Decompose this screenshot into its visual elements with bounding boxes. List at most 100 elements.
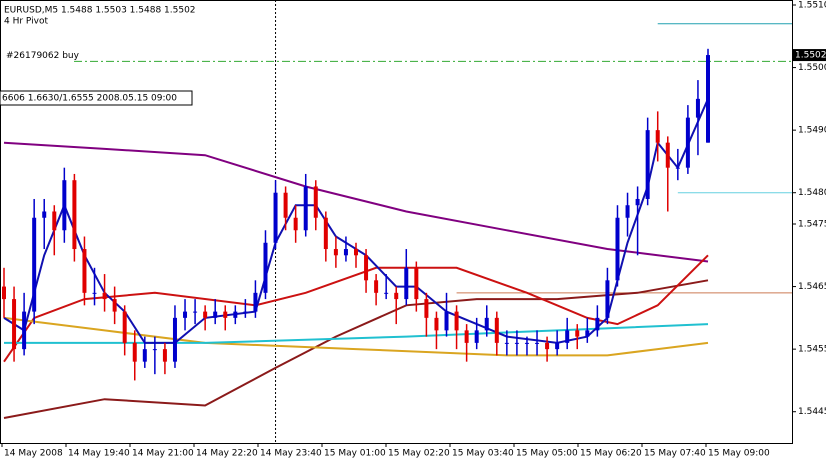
candle-body	[303, 186, 308, 231]
candle-body	[555, 342, 560, 350]
y-tick-label: 1.5490	[798, 126, 826, 136]
candle-body	[384, 292, 389, 294]
candle-body	[183, 311, 188, 318]
price-box-label: 1.5502	[795, 51, 826, 61]
candle-body	[2, 286, 6, 300]
candle-body	[323, 217, 328, 250]
candle-body	[172, 317, 177, 362]
candle-body	[575, 330, 580, 337]
y-tick-label: 1.5500	[798, 63, 826, 73]
candle-body	[494, 317, 499, 343]
y-tick-label: 1.5465	[798, 282, 826, 292]
candle-body	[92, 292, 97, 294]
y-tick-label: 1.5445	[798, 407, 826, 417]
candle-body	[354, 249, 358, 256]
candle-body	[152, 349, 157, 351]
info-box	[0, 90, 193, 106]
candle-body	[524, 342, 529, 344]
candle-body	[162, 349, 167, 362]
candle-body	[12, 299, 17, 350]
candle-body	[585, 330, 590, 337]
candle-body	[615, 217, 620, 281]
candle-body	[82, 249, 87, 293]
candle-body	[434, 317, 439, 331]
info-text: 6606 1.6630/1.6555 2008.05.15 09:00	[2, 94, 177, 104]
candle-body	[474, 330, 479, 343]
x-tick-label: 14 May 23:40	[260, 449, 322, 459]
price-box	[793, 49, 826, 62]
x-tick-label: 14 May 2008	[4, 449, 63, 459]
candle-body	[665, 142, 670, 168]
candle-body	[595, 317, 600, 331]
x-tick-label: 15 May 05:00	[516, 449, 578, 459]
candle-body	[625, 205, 630, 218]
candle-body	[142, 349, 147, 362]
candle-body	[645, 130, 650, 199]
y-tick-label: 1.5455	[798, 345, 826, 355]
candle-body	[253, 292, 258, 312]
x-tick-label: 14 May 19:40	[68, 449, 130, 459]
x-tick-label: 14 May 21:00	[132, 449, 194, 459]
chart-header: EURUSD,M5 1.5488 1.5503 1.5488 1.5502	[4, 6, 196, 16]
indicator-line	[3, 98, 709, 344]
candle-body	[675, 167, 680, 169]
candle-body	[52, 211, 57, 231]
candle-body	[293, 217, 298, 231]
candle-body	[333, 249, 338, 256]
candle-body	[454, 311, 459, 331]
candle-body	[685, 117, 690, 168]
candle-body	[42, 211, 47, 218]
candle-body	[484, 317, 489, 331]
candle-body	[695, 98, 700, 118]
candle-body	[273, 192, 278, 243]
candle-body	[313, 186, 318, 218]
candle-body	[283, 192, 288, 218]
indicator-line	[3, 141, 709, 263]
indicator-line	[4, 323, 709, 344]
x-tick-label: 15 May 07:40	[644, 449, 706, 459]
candle-body	[62, 180, 67, 231]
candle-body	[213, 311, 218, 318]
candle-body	[364, 255, 369, 281]
candle-body	[263, 242, 268, 293]
candle-body	[233, 311, 238, 318]
y-tick-label: 1.5475	[798, 220, 826, 230]
candle-body	[655, 130, 660, 143]
order-label: #26179062 buy	[6, 51, 80, 61]
x-tick-label: 15 May 01:00	[324, 449, 386, 459]
candle-body	[464, 330, 469, 343]
plot-frame	[0, 0, 793, 444]
candle-body	[243, 311, 248, 313]
candle-body	[122, 311, 127, 343]
x-tick-label: 15 May 06:20	[580, 449, 642, 459]
candle-body	[343, 249, 348, 256]
candle-body	[514, 342, 519, 344]
candle-body	[223, 311, 228, 318]
candle-body	[374, 280, 379, 293]
candle-body	[203, 311, 208, 318]
candle-body	[72, 180, 77, 250]
x-tick-label: 15 May 03:40	[452, 449, 514, 459]
candle-body	[102, 292, 107, 300]
candle-body	[132, 342, 137, 362]
candle-body	[444, 311, 449, 331]
candle-body	[404, 267, 409, 300]
indicator-line	[3, 279, 709, 419]
candle-body	[504, 342, 509, 344]
candle-body	[545, 342, 550, 350]
indicator-line	[3, 316, 709, 357]
y-tick-label: 1.5480	[798, 188, 826, 198]
candle-body	[605, 280, 610, 318]
candle-body	[424, 299, 429, 318]
candle-body	[565, 330, 570, 343]
x-tick-label: 14 May 22:20	[196, 449, 258, 459]
candle-body	[535, 342, 540, 344]
pivot-label: 4 Hr Pivot	[4, 17, 48, 27]
plot: #26179062 buy	[2, 0, 792, 443]
candle-body	[414, 267, 419, 300]
candle-body	[193, 311, 198, 313]
x-tick-label: 15 May 02:20	[388, 449, 450, 459]
candle-body	[32, 217, 37, 312]
